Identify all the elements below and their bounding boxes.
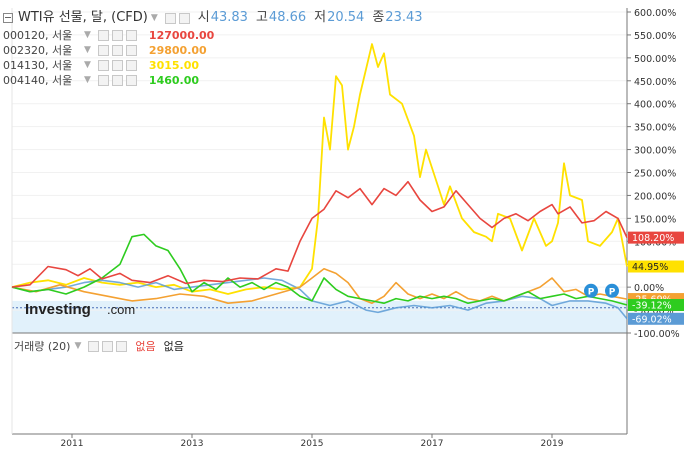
legend-price: 1460.00 <box>148 74 200 87</box>
legend: WTI유 선물, 달, (CFD) ▼ 시 43.83 고 48.66 저 20.54… <box>3 8 423 88</box>
last-value-label: 44.95% <box>632 262 668 273</box>
y-tick-label: 500.00% <box>634 54 676 65</box>
visibility-toggle-icon[interactable] <box>97 45 109 56</box>
symbol-title[interactable]: WTI유 선물, 달, (CFD) <box>18 10 148 25</box>
y-tick-label: 0.00% <box>634 283 664 294</box>
event-marker-label: P <box>588 287 595 297</box>
legend-symbol[interactable]: 004140, 서울 <box>3 74 73 87</box>
volume-panel-header: 거래량 (20) ▼ 없음 없음 <box>14 338 184 354</box>
legend-symbol[interactable]: 000120, 서울 <box>3 29 73 42</box>
chevron-down-icon[interactable]: ▼ <box>74 341 82 351</box>
close-icon[interactable] <box>125 60 137 71</box>
close-label: 종 <box>372 10 385 25</box>
settings-icon[interactable] <box>111 60 123 71</box>
y-tick-label: 150.00% <box>634 214 676 225</box>
x-tick-label: 2011 <box>61 439 84 449</box>
close-icon[interactable] <box>125 75 137 86</box>
chevron-down-icon[interactable]: ▼ <box>84 30 91 40</box>
y-tick-label: 350.00% <box>634 123 676 134</box>
volume-value-2: 없음 <box>163 340 184 353</box>
legend-rows: 000120, 서울 ▼ 127000.00 002320, 서울 ▼ 29800.00 0… <box>3 28 423 88</box>
last-value-badge <box>628 231 684 244</box>
series-line <box>11 233 628 306</box>
visibility-toggle-icon[interactable] <box>97 60 109 71</box>
legend-row: 014130, 서울 ▼ 3015.00 <box>3 58 423 73</box>
chevron-down-icon[interactable]: ▼ <box>84 75 91 85</box>
last-value-label: -69.02% <box>632 314 672 325</box>
legend-price: 127000.00 <box>148 29 215 42</box>
legend-title-row: WTI유 선물, 달, (CFD) ▼ 시 43.83 고 48.66 저 20.54… <box>3 8 423 28</box>
legend-row: 004140, 서울 ▼ 1460.00 <box>3 73 423 88</box>
legend-symbol[interactable]: 014130, 서울 <box>3 59 73 72</box>
y-tick-label: 550.00% <box>634 31 676 42</box>
last-value-badge <box>628 312 684 325</box>
legend-price: 3015.00 <box>148 59 200 72</box>
legend-symbol[interactable]: 002320, 서울 <box>3 44 73 57</box>
series-line <box>11 180 628 288</box>
visibility-toggle-icon[interactable] <box>97 75 109 86</box>
settings-icon[interactable] <box>111 30 123 41</box>
chevron-down-icon[interactable]: ▼ <box>84 60 91 70</box>
y-tick-label: -50.00% <box>634 306 674 317</box>
open-label: 시 <box>197 10 210 25</box>
last-value-label: -39.12% <box>632 301 672 312</box>
legend-row: 002320, 서울 ▼ 29800.00 <box>3 43 423 58</box>
settings-icon[interactable] <box>111 45 123 56</box>
investing-logo: Investing <box>25 301 91 318</box>
volume-label[interactable]: 거래량 (20) <box>14 340 71 353</box>
y-tick-label: 450.00% <box>634 77 676 88</box>
event-marker[interactable] <box>584 283 598 298</box>
visibility-toggle-icon[interactable] <box>97 30 109 41</box>
x-tick-label: 2017 <box>421 439 444 449</box>
x-tick-label: 2013 <box>181 439 204 449</box>
high-value: 48.66 <box>268 10 307 25</box>
chevron-down-icon[interactable]: ▼ <box>150 13 158 23</box>
event-marker-label: P <box>609 287 616 297</box>
low-label: 저 <box>314 10 327 25</box>
event-marker[interactable] <box>605 283 619 298</box>
low-value: 20.54 <box>327 10 365 25</box>
close-icon[interactable] <box>116 340 128 352</box>
high-label: 고 <box>255 10 268 25</box>
settings-icon[interactable] <box>102 340 114 352</box>
y-tick-label: 250.00% <box>634 169 676 180</box>
x-tick-label: 2019 <box>541 439 564 449</box>
last-value-label: 108.20% <box>632 233 674 244</box>
y-tick-label: 400.00% <box>634 100 676 111</box>
x-tick-label: 2015 <box>301 439 324 449</box>
series-line <box>11 43 628 295</box>
y-tick-label: 300.00% <box>634 146 676 157</box>
volume-value-1: 없음 <box>135 340 156 353</box>
last-value-badge <box>628 260 684 273</box>
y-tick-label: 600.00% <box>634 8 676 19</box>
open-value: 43.83 <box>210 10 248 25</box>
legend-row: 000120, 서울 ▼ 127000.00 <box>3 28 423 43</box>
visibility-toggle-icon[interactable] <box>164 12 176 24</box>
y-tick-label: -100.00% <box>634 329 680 340</box>
y-tick-label: 200.00% <box>634 191 676 202</box>
area-fill-band <box>12 300 627 333</box>
close-value: 23.43 <box>385 10 423 25</box>
settings-icon[interactable] <box>111 75 123 86</box>
settings-icon[interactable] <box>178 12 190 24</box>
investing-logo-suffix: .com <box>107 302 135 317</box>
chevron-down-icon[interactable]: ▼ <box>84 45 91 55</box>
last-value-badge <box>628 299 684 312</box>
close-icon[interactable] <box>125 45 137 56</box>
series-line <box>11 268 628 304</box>
visibility-toggle-icon[interactable] <box>88 340 100 352</box>
legend-price: 29800.00 <box>148 44 207 57</box>
close-icon[interactable] <box>125 30 137 41</box>
collapse-icon[interactable] <box>3 13 13 23</box>
